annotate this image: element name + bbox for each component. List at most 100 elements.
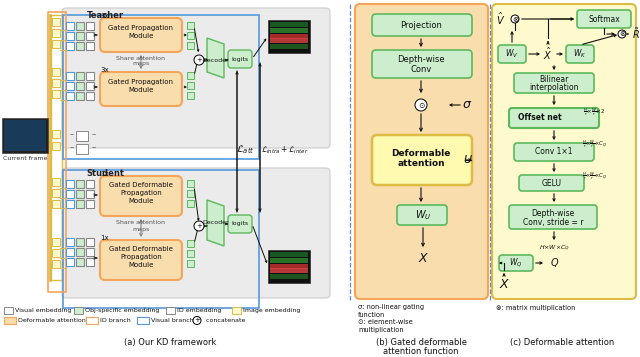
Text: –: –	[70, 131, 74, 140]
Circle shape	[193, 317, 201, 325]
Circle shape	[194, 221, 204, 231]
Text: ⊗: ⊗	[619, 30, 625, 39]
Bar	[187, 260, 194, 267]
Bar	[76, 180, 84, 188]
Text: Gated Deformable: Gated Deformable	[109, 182, 173, 188]
Bar	[66, 200, 74, 208]
Bar	[76, 258, 84, 266]
Bar	[187, 200, 194, 207]
FancyBboxPatch shape	[498, 45, 526, 63]
Bar	[63, 170, 259, 308]
Text: Deformable: Deformable	[391, 149, 451, 157]
Bar	[270, 268, 308, 273]
Bar	[86, 72, 94, 80]
FancyBboxPatch shape	[228, 50, 252, 68]
Text: –: –	[70, 144, 74, 152]
FancyBboxPatch shape	[228, 215, 252, 233]
Text: +: +	[196, 223, 202, 229]
Bar	[166, 307, 175, 314]
FancyBboxPatch shape	[100, 72, 182, 106]
Text: $\tilde{R}$: $\tilde{R}$	[632, 26, 640, 41]
Bar	[76, 200, 84, 208]
Bar	[52, 249, 60, 257]
Text: Gated Deformable: Gated Deformable	[109, 246, 173, 252]
Bar	[270, 22, 308, 27]
Text: ⊗: ⊗	[512, 15, 518, 24]
FancyBboxPatch shape	[372, 50, 472, 78]
Text: $W_U$: $W_U$	[415, 208, 431, 222]
Bar	[51, 15, 62, 280]
Bar	[4, 317, 16, 324]
Bar	[187, 72, 194, 79]
Bar	[66, 258, 74, 266]
Bar	[66, 238, 74, 246]
Text: Q: Q	[550, 258, 558, 268]
Bar	[4, 120, 46, 151]
Bar	[187, 180, 194, 187]
Bar	[86, 22, 94, 30]
Circle shape	[194, 55, 204, 65]
Bar	[76, 248, 84, 256]
FancyBboxPatch shape	[492, 4, 636, 299]
Bar	[86, 258, 94, 266]
Bar	[76, 22, 84, 30]
Bar	[52, 130, 60, 138]
Bar	[268, 20, 310, 53]
Text: logits: logits	[232, 56, 248, 61]
Text: Conv: Conv	[410, 65, 432, 75]
Bar	[66, 180, 74, 188]
Bar	[270, 258, 308, 263]
Bar	[86, 82, 94, 90]
Text: Module: Module	[128, 33, 154, 39]
Text: σ: σ	[463, 99, 471, 111]
Text: –: –	[92, 144, 96, 152]
Text: Student: Student	[86, 170, 124, 178]
Text: function: function	[358, 312, 385, 318]
FancyBboxPatch shape	[577, 10, 631, 28]
FancyBboxPatch shape	[509, 108, 599, 128]
Bar	[187, 42, 194, 49]
Bar	[268, 250, 310, 283]
Bar	[76, 144, 88, 154]
Text: Propagation: Propagation	[120, 190, 162, 196]
Bar	[86, 317, 98, 324]
Bar	[86, 180, 94, 188]
Bar	[48, 12, 66, 292]
Text: σ: non-linear gating: σ: non-linear gating	[358, 304, 424, 310]
Bar	[76, 238, 84, 246]
Bar	[52, 90, 60, 98]
Text: logits: logits	[232, 221, 248, 226]
Bar	[270, 28, 308, 33]
FancyBboxPatch shape	[514, 73, 594, 93]
Bar	[76, 42, 84, 50]
FancyBboxPatch shape	[499, 255, 533, 271]
Text: ID embedding: ID embedding	[177, 308, 221, 313]
Circle shape	[618, 30, 626, 38]
Text: maps: maps	[132, 226, 150, 231]
Text: Bilinear: Bilinear	[540, 75, 569, 85]
FancyBboxPatch shape	[372, 14, 472, 36]
Text: $W_Q$: $W_Q$	[509, 257, 523, 270]
Bar	[137, 317, 149, 324]
Text: Depth-wise: Depth-wise	[531, 208, 575, 217]
Bar	[187, 22, 194, 29]
FancyBboxPatch shape	[355, 4, 488, 299]
Text: Current frame: Current frame	[3, 156, 47, 161]
Text: maps: maps	[132, 61, 150, 66]
Text: (b) Gated deformable: (b) Gated deformable	[376, 338, 467, 347]
Text: ⊙: ⊙	[418, 101, 424, 110]
Bar	[63, 15, 259, 159]
Bar	[86, 200, 94, 208]
Bar	[52, 178, 60, 186]
Bar	[86, 92, 94, 100]
Text: $\mathcal{L}_{intra}+\mathcal{L}_{inter}$: $\mathcal{L}_{intra}+\mathcal{L}_{inter}…	[261, 144, 308, 156]
Bar	[52, 29, 60, 37]
Bar	[187, 240, 194, 247]
Text: Decoder: Decoder	[203, 221, 229, 226]
Text: Share attention: Share attention	[116, 221, 166, 226]
Text: $\frac{H}{r}{\times}\frac{W}{r}{\times}C_Q$: $\frac{H}{r}{\times}\frac{W}{r}{\times}C…	[582, 138, 607, 150]
Bar	[270, 252, 308, 257]
Text: 3x: 3x	[100, 67, 109, 73]
Text: $W_K$: $W_K$	[573, 48, 587, 60]
Text: $W_V$: $W_V$	[505, 48, 519, 60]
